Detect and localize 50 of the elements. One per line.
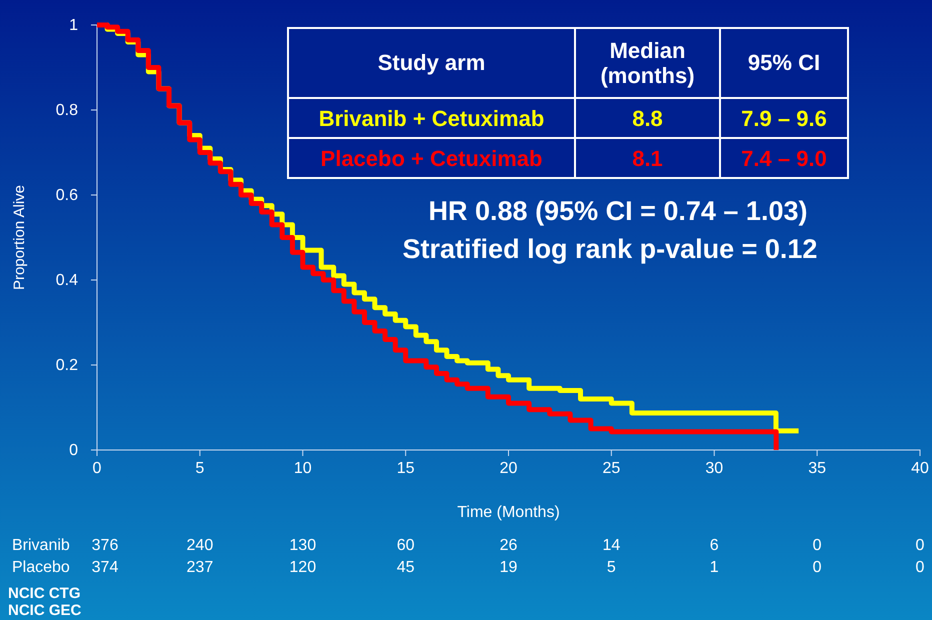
text: 19 (500, 559, 518, 576)
text: 374 (92, 559, 118, 576)
y-tick-label: 0.6 (56, 187, 78, 204)
text: 6 (710, 537, 719, 554)
y-tick-label: 0.2 (56, 357, 78, 374)
y-tick-label: 0.4 (56, 272, 78, 290)
x-tick-label: 25 (602, 460, 620, 477)
text: 0 (812, 559, 822, 576)
y-tick-label: 1 (69, 17, 78, 34)
annotation: Median (months) (600, 38, 695, 88)
text: 0 (916, 559, 925, 576)
annotation: 8.1 (632, 146, 663, 171)
text: Brivanib + Cetuximab (318, 106, 544, 131)
annotation: 95% CI (748, 50, 820, 75)
text: NCIC CTG (8, 585, 80, 602)
text: NCIC GEC (8, 602, 82, 619)
y-tick-label: 0.8 (56, 102, 78, 120)
x-tick-label: 5 (195, 460, 204, 477)
annotation: Stratified log rank p-value = 0.12 (402, 234, 818, 264)
x-tick-label: 15 (396, 460, 415, 477)
x-tick-label: 10 (294, 460, 312, 477)
text: 120 (289, 559, 316, 576)
x-axis-title: Time (Months) (457, 504, 560, 521)
text: 45 (396, 559, 415, 576)
annotation: Study arm (378, 50, 486, 75)
text: 240 (186, 537, 214, 554)
x-tick-label: 0 (92, 460, 102, 477)
text: 0 (812, 537, 822, 554)
annotation: 8.8 (632, 106, 663, 131)
text: 60 (396, 537, 415, 554)
y-axis-title: Proportion Alive (11, 184, 28, 290)
text: 237 (186, 559, 214, 576)
text: 26 (500, 537, 518, 554)
x-tick-label: 40 (911, 460, 929, 477)
text: Brivanib (12, 537, 70, 554)
annotation: HR 0.88 (95% CI = 0.74 – 1.03) (428, 196, 808, 226)
x-tick-label: 20 (500, 460, 518, 477)
annotation: 7.9 – 9.6 (741, 106, 827, 131)
text: 14 (602, 537, 620, 554)
annotation: 7.4 – 9.0 (741, 146, 827, 171)
y-tick-label: 0 (69, 442, 78, 460)
text: Placebo (12, 559, 70, 576)
text: 0 (916, 537, 925, 554)
text: 130 (289, 537, 316, 554)
text: 376 (92, 537, 118, 554)
text: 5 (606, 559, 616, 576)
text: Placebo + Cetuximab (320, 146, 542, 171)
x-tick-label: 30 (705, 460, 724, 477)
x-tick-label: 35 (808, 460, 826, 477)
text: 1 (710, 559, 719, 576)
